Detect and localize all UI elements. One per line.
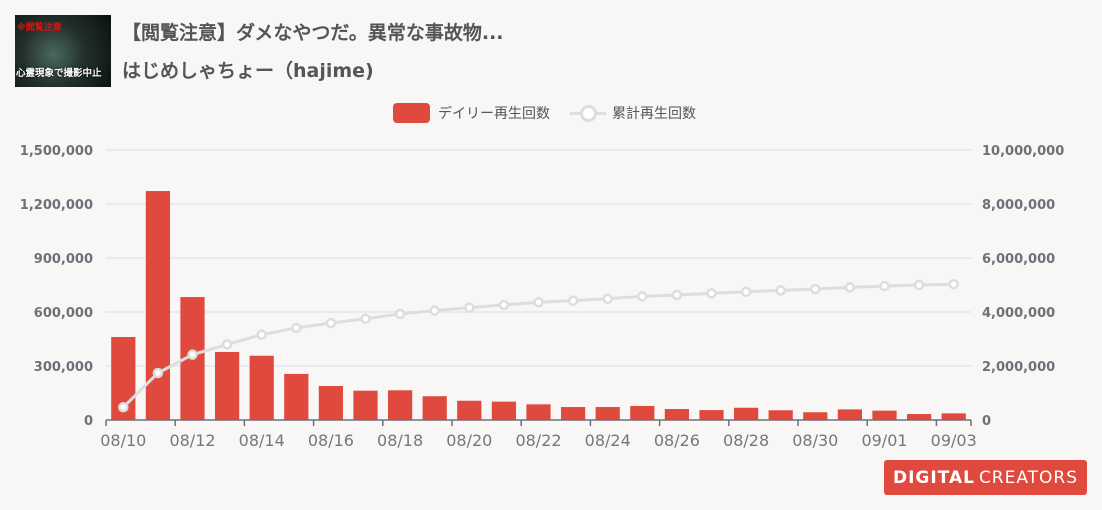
cumulative-point xyxy=(118,402,129,413)
daily-bar xyxy=(387,390,413,420)
daily-bar xyxy=(526,404,551,420)
cumulative-point xyxy=(602,293,613,305)
video-title[interactable]: 【閲覧注意】ダメなやつだ。異常な事故物... xyxy=(122,22,504,44)
cumulative-point xyxy=(498,299,510,311)
legend-line-swatch[interactable] xyxy=(570,103,606,123)
cumulative-point xyxy=(740,286,752,297)
daily-bar xyxy=(491,401,517,420)
cumulative-point xyxy=(360,313,371,324)
cumulative-point xyxy=(256,329,267,340)
y-left-tick-label: 0 xyxy=(84,414,93,429)
cumulative-point xyxy=(637,291,648,302)
y-left-tick-label: 1,200,000 xyxy=(20,198,93,213)
cumulative-point xyxy=(775,285,786,296)
y-left-tick-label: 900,000 xyxy=(34,252,93,267)
thumbnail-caption-top: ※閲覧注意 xyxy=(17,23,62,33)
daily-bar xyxy=(872,410,897,420)
cumulative-point xyxy=(394,308,406,320)
x-tick-label: 08/30 xyxy=(792,431,838,450)
x-tick-label: 08/18 xyxy=(377,431,423,450)
daily-bar xyxy=(941,413,966,420)
daily-bar xyxy=(733,407,759,420)
daily-bar xyxy=(699,410,724,420)
x-tick-label: 08/28 xyxy=(723,431,769,450)
thumbnail-caption-bottom: 心霊現象で撮影中止 xyxy=(16,68,102,79)
daily-bar xyxy=(560,407,586,420)
cumulative-point xyxy=(325,317,337,329)
daily-bar xyxy=(249,355,274,420)
x-tick-label: 08/12 xyxy=(169,431,215,450)
logo-text-digital: DIGITAL xyxy=(892,467,975,488)
y-right-tick-label: 0 xyxy=(982,414,991,429)
x-tick-label: 08/26 xyxy=(654,431,700,450)
cumulative-point xyxy=(221,339,233,350)
x-tick-label: 08/22 xyxy=(515,431,561,450)
daily-bar xyxy=(284,373,309,420)
x-tick-label: 09/03 xyxy=(931,431,977,450)
cumulative-point xyxy=(291,322,302,334)
cumulative-point xyxy=(671,289,683,301)
x-tick-label: 08/24 xyxy=(585,431,631,450)
cumulative-point xyxy=(567,295,579,306)
daily-bar xyxy=(664,409,690,420)
y-left-tick-label: 600,000 xyxy=(34,306,93,321)
daily-bar xyxy=(595,407,620,420)
cumulative-point xyxy=(948,278,959,290)
daily-bar xyxy=(145,191,171,420)
cumulative-point xyxy=(533,297,544,308)
y-right-tick-label: 2,000,000 xyxy=(982,360,1055,375)
logo-text-creators: CREATORS xyxy=(978,467,1079,488)
x-tick-label: 08/20 xyxy=(446,431,492,450)
cumulative-point xyxy=(706,288,717,299)
chart-legend: デイリー再生回数 累計再生回数 xyxy=(393,103,696,123)
legend-daily-label[interactable]: デイリー再生回数 xyxy=(438,106,550,122)
cumulative-point xyxy=(152,367,164,379)
daily-bar xyxy=(422,396,447,420)
daily-bar xyxy=(768,410,793,420)
daily-bar xyxy=(318,385,344,420)
legend-bar-swatch[interactable] xyxy=(393,103,430,123)
y-left-tick-label: 1,500,000 xyxy=(20,144,93,159)
daily-bar xyxy=(353,390,378,420)
y-right-tick-label: 6,000,000 xyxy=(982,252,1055,267)
x-tick-label: 08/16 xyxy=(308,431,354,450)
daily-bar xyxy=(803,412,828,420)
digital-creators-logo[interactable]: DIGITAL CREATORS xyxy=(884,460,1087,495)
y-right-tick-label: 10,000,000 xyxy=(982,144,1064,159)
y-right-tick-label: 4,000,000 xyxy=(982,306,1055,321)
cumulative-point xyxy=(810,283,821,295)
cumulative-point xyxy=(429,305,440,316)
daily-bar xyxy=(214,351,240,420)
y-left-tick-label: 300,000 xyxy=(34,360,93,375)
cumulative-point xyxy=(464,302,475,313)
cumulative-point xyxy=(879,280,890,292)
x-tick-label: 08/14 xyxy=(239,431,285,450)
channel-name[interactable]: はじめしゃちょー（hajime) xyxy=(122,60,374,82)
video-thumbnail[interactable]: ※閲覧注意 心霊現象で撮影中止 xyxy=(15,15,111,87)
cumulative-point xyxy=(187,349,198,360)
daily-bar xyxy=(906,414,932,420)
cumulative-point xyxy=(844,282,856,293)
daily-bar xyxy=(457,400,482,420)
y-right-tick-label: 8,000,000 xyxy=(982,198,1055,213)
x-tick-label: 08/10 xyxy=(100,431,146,450)
daily-bar xyxy=(630,405,655,420)
x-tick-label: 09/01 xyxy=(861,431,907,450)
cumulative-point xyxy=(913,279,925,291)
legend-cumulative-label[interactable]: 累計再生回数 xyxy=(612,106,696,122)
daily-bar xyxy=(837,409,863,420)
